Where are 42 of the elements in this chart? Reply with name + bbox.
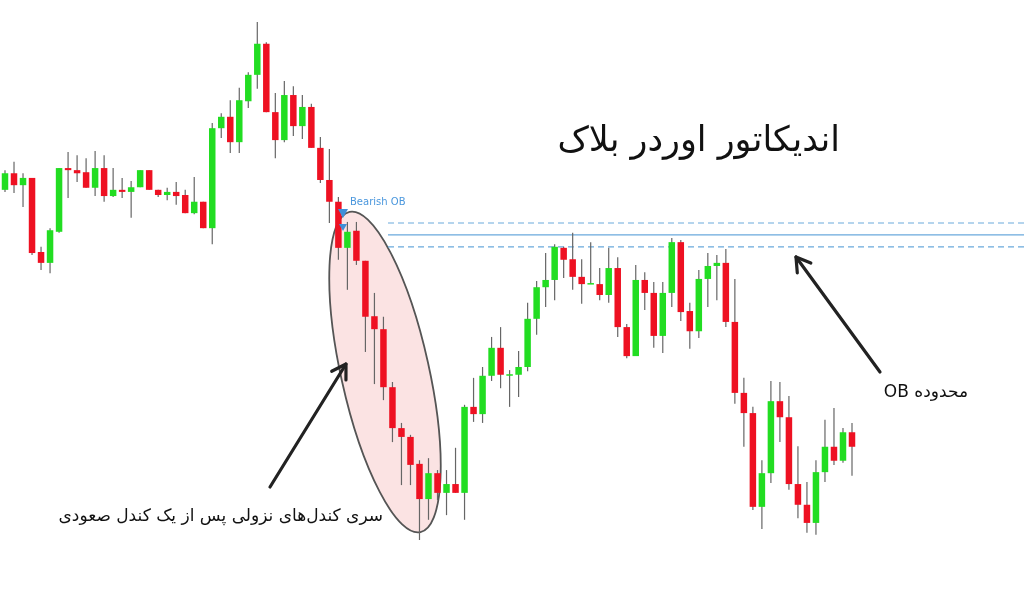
candlestick [443, 469, 450, 516]
candlestick [118, 177, 126, 199]
candlestick [37, 246, 45, 271]
candlestick [91, 150, 99, 197]
candlestick [344, 221, 351, 291]
candlestick [596, 267, 603, 301]
candlestick [506, 369, 513, 408]
candlestick [127, 180, 135, 219]
candlestick [326, 148, 333, 224]
candlestick [64, 151, 72, 199]
candlestick [578, 258, 585, 305]
candlestick [740, 377, 748, 448]
candlestick [73, 154, 81, 183]
annotation: Bearish OB [350, 196, 406, 207]
candlestick [470, 377, 477, 423]
candlestick [713, 254, 721, 301]
text: اندیکاتور اوردر بلاک [557, 118, 840, 161]
candlestick [560, 246, 567, 279]
candlestick [587, 241, 594, 285]
text: محدوده OB [883, 381, 968, 402]
candlestick [776, 381, 784, 443]
candlestick [686, 302, 694, 350]
candlestick [794, 445, 802, 519]
candlestick [371, 292, 378, 385]
candlestick [10, 161, 18, 194]
candlestick [145, 169, 153, 191]
candlestick [452, 447, 459, 494]
candlestick [542, 252, 549, 308]
candlestick [803, 481, 811, 534]
candlestick [641, 271, 648, 311]
candlestick [704, 252, 712, 308]
candlestick [515, 350, 522, 398]
annotation: سری کندل‌های نزولی پس از یک کندل صعودی [58, 505, 383, 526]
candlestick [109, 167, 117, 198]
candlestick [434, 469, 441, 501]
candlestick [830, 407, 838, 466]
candlestick [1, 169, 9, 193]
candlestick [569, 232, 576, 291]
candlestick [299, 94, 306, 140]
candlestick [398, 422, 405, 486]
candlestick [82, 157, 90, 189]
candlestick [848, 422, 856, 477]
